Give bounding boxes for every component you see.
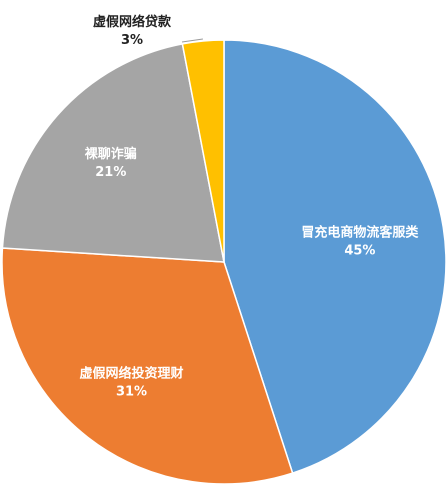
pie-slice-1 — [223, 39, 447, 475]
slice-value-label-2: 31% — [116, 384, 147, 399]
pie-labels: 冒充电商物流客服类 45% 虚假网络投资理财 31% 裸聊诈骗 21% 虚假网络贷款 3% — [79, 14, 419, 399]
slice-label-3: 裸聊诈骗 — [85, 146, 137, 162]
slice-value-label-3: 21% — [95, 165, 126, 180]
pie-slices — [1, 39, 447, 485]
leader-lines — [181, 38, 203, 43]
pie-slice-2 — [1, 247, 294, 485]
pie-slice-3 — [1, 43, 225, 263]
slice-label-2: 虚假网络投资理财 — [79, 365, 183, 381]
slice-value-label-1: 45% — [344, 244, 375, 259]
slice-label-1: 冒充电商物流客服类 — [301, 225, 419, 241]
slice-value-label-4: 3% — [121, 33, 143, 48]
leader-line-4 — [181, 38, 203, 43]
slice-label-4: 虚假网络贷款 — [93, 14, 172, 30]
pie-slice-4 — [181, 39, 225, 263]
